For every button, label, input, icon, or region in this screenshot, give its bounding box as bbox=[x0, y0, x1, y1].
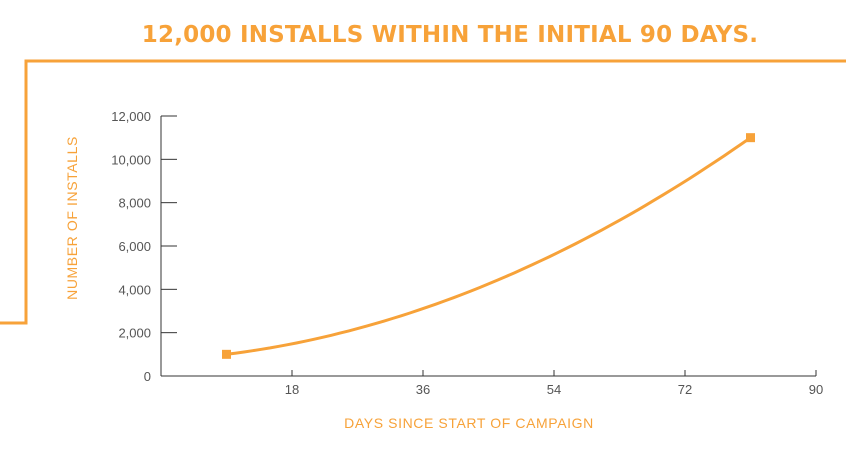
x-tick-label: 72 bbox=[678, 382, 692, 397]
y-tick-label: 6,000 bbox=[118, 239, 151, 254]
y-tick-label: 10,000 bbox=[111, 152, 151, 167]
y-tick-label: 0 bbox=[144, 369, 151, 384]
x-tick-label: 54 bbox=[547, 382, 561, 397]
y-tick-label: 4,000 bbox=[118, 282, 151, 297]
x-ticks: 18 36 54 72 90 bbox=[285, 370, 823, 397]
data-point-marker bbox=[746, 133, 755, 143]
y-axis-title: NUMBER OF INSTALLS bbox=[64, 136, 80, 300]
frame-line bbox=[0, 59, 846, 325]
y-tick-label: 12,000 bbox=[111, 109, 151, 124]
chart-title: 12,000 INSTALLS WITHIN THE INITIAL 90 DA… bbox=[141, 22, 759, 48]
x-tick-label: 36 bbox=[416, 382, 430, 397]
series-line bbox=[225, 136, 752, 356]
y-tick-label: 8,000 bbox=[118, 196, 151, 211]
data-point-marker bbox=[222, 349, 231, 359]
x-tick-label: 90 bbox=[809, 382, 823, 397]
x-tick-label: 18 bbox=[285, 382, 299, 397]
series-group bbox=[222, 133, 755, 359]
axes bbox=[160, 116, 816, 377]
x-axis-title: DAYS SINCE START OF CAMPAIGN bbox=[344, 415, 594, 431]
y-tick-label: 2,000 bbox=[118, 326, 151, 341]
y-ticks: 0 2,000 4,000 6,000 8,000 10,000 12,000 bbox=[111, 109, 177, 384]
